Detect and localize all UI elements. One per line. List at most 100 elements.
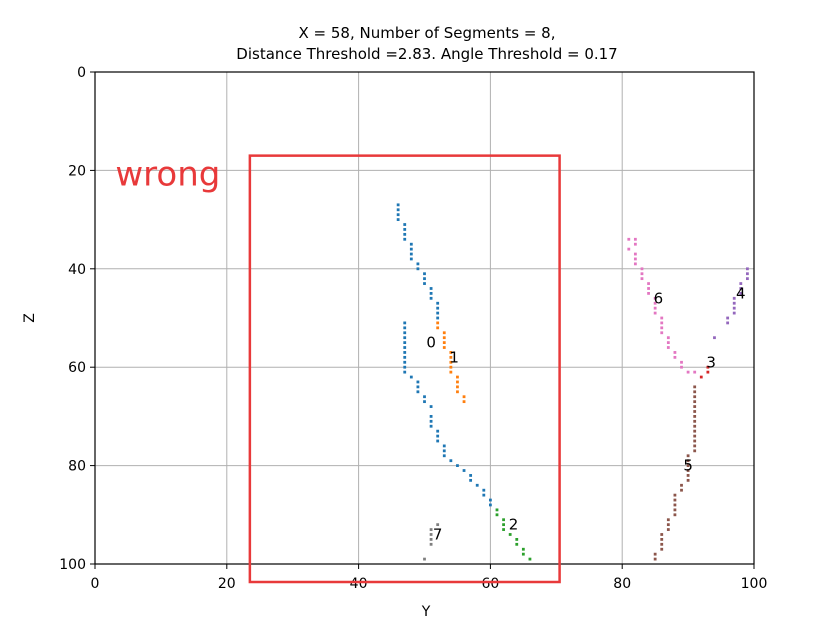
data-point-segment-6: [640, 272, 644, 276]
data-point-segment-0: [403, 228, 407, 231]
data-point-segment-1: [462, 395, 466, 399]
data-point-segment-5: [686, 464, 690, 467]
data-point-segment-4: [746, 277, 749, 281]
data-point-segment-0: [475, 483, 479, 487]
data-point-segment-0: [469, 478, 473, 482]
data-point-segment-5: [660, 533, 664, 536]
data-point-segment-2: [502, 518, 505, 522]
data-point-segment-1: [436, 321, 440, 325]
data-point-segment-4: [726, 316, 730, 320]
data-point-segment-0: [429, 292, 433, 295]
data-point-segment-3: [699, 375, 703, 379]
data-point-segment-0: [429, 287, 433, 290]
data-point-segment-1: [449, 370, 453, 374]
data-point-segment-0: [403, 351, 407, 354]
y-tick-label: 100: [59, 557, 86, 573]
data-point-segment-5: [673, 498, 677, 502]
grid: [94, 71, 755, 565]
data-point-segment-5: [693, 424, 697, 428]
data-point-segment-4: [732, 306, 736, 310]
data-point-segment-5: [686, 454, 690, 458]
data-point-segment-0: [416, 385, 420, 389]
data-point-segment-6: [633, 262, 637, 266]
y-axis-label: Z: [22, 313, 38, 323]
data-point-segment-5: [693, 410, 697, 413]
data-point-segment-0: [462, 469, 466, 472]
data-point-segment-0: [423, 395, 426, 399]
data-point-segment-0: [403, 336, 407, 340]
data-point-segment-4: [739, 292, 743, 295]
data-point-segment-0: [416, 390, 420, 394]
data-point-segment-0: [396, 213, 400, 217]
data-point-segment-0: [429, 419, 433, 423]
data-point-segment-1: [449, 351, 453, 354]
data-point-segment-0: [482, 488, 486, 492]
data-point-segment-1: [456, 385, 459, 389]
data-point-segment-7: [429, 533, 433, 536]
data-point-segment-0: [409, 247, 413, 251]
segment-label-6: 6: [654, 289, 664, 307]
data-point-segment-6: [660, 316, 664, 320]
data-point-segment-5: [653, 557, 657, 561]
data-point-segment-0: [442, 449, 446, 453]
data-point-segment-0: [403, 360, 407, 364]
data-point-segment-0: [442, 454, 446, 458]
data-point-segment-6: [640, 277, 644, 281]
data-point-segment-7: [423, 557, 426, 561]
data-point-segment-0: [482, 493, 486, 497]
data-point-segment-5: [660, 547, 664, 551]
data-point-segment-0: [403, 232, 407, 236]
data-point-segment-0: [436, 434, 440, 438]
data-point-segment-0: [436, 301, 440, 305]
data-point-segment-0: [429, 424, 433, 428]
data-point-segment-5: [666, 518, 670, 522]
data-point-segment-0: [423, 400, 426, 404]
data-point-segment-3: [706, 370, 710, 374]
data-point-segment-1: [449, 355, 453, 359]
data-point-segment-0: [403, 331, 407, 335]
data-point-segment-5: [673, 503, 677, 507]
annotation-box: [248, 154, 561, 584]
data-point-segment-0: [436, 311, 440, 315]
data-point-segment-7: [429, 528, 433, 531]
data-point-segment-5: [686, 469, 690, 472]
data-point-segment-5: [653, 552, 657, 556]
data-point-segment-1: [456, 375, 459, 379]
data-point-segment-0: [409, 252, 413, 256]
data-point-segment-7: [429, 542, 433, 546]
data-point-segment-6: [686, 370, 690, 374]
data-point-segment-5: [693, 434, 697, 438]
x-tick-label: 40: [350, 576, 368, 592]
annotation: wrong: [115, 154, 561, 584]
data-point-segment-5: [680, 483, 683, 487]
data-point-segment-6: [673, 355, 677, 359]
data-point-segment-5: [673, 513, 677, 517]
data-point-segment-0: [423, 272, 426, 276]
segment-label-7: 7: [433, 525, 443, 543]
y-tick-label: 40: [68, 262, 86, 278]
data-point-segment-2: [502, 528, 505, 531]
data-point-segment-2: [528, 557, 532, 561]
data-point-segment-6: [673, 351, 677, 354]
data-point-segment-0: [403, 326, 407, 330]
data-point-segment-6: [653, 311, 657, 315]
data-point-segment-6: [633, 242, 637, 246]
y-tick-label: 0: [77, 65, 86, 81]
data-point-segment-0: [403, 321, 407, 325]
segment-label-0: 0: [426, 334, 436, 352]
data-point-segment-5: [693, 400, 697, 404]
data-point-segment-0: [436, 429, 440, 433]
data-point-segment-6: [666, 346, 670, 349]
segment-labels: 01 2 3 4 5 6 7: [426, 284, 745, 543]
data-point-segment-2: [521, 547, 525, 551]
data-point-segment-5: [693, 419, 697, 423]
data-point-segment-6: [666, 336, 670, 340]
x-tick-label: 60: [481, 576, 499, 592]
data-point-segment-0: [416, 262, 420, 266]
data-point-segment-6: [693, 370, 697, 374]
data-point-segment-1: [456, 380, 459, 384]
data-point-segment-0: [403, 341, 407, 344]
data-point-segment-0: [436, 306, 440, 310]
